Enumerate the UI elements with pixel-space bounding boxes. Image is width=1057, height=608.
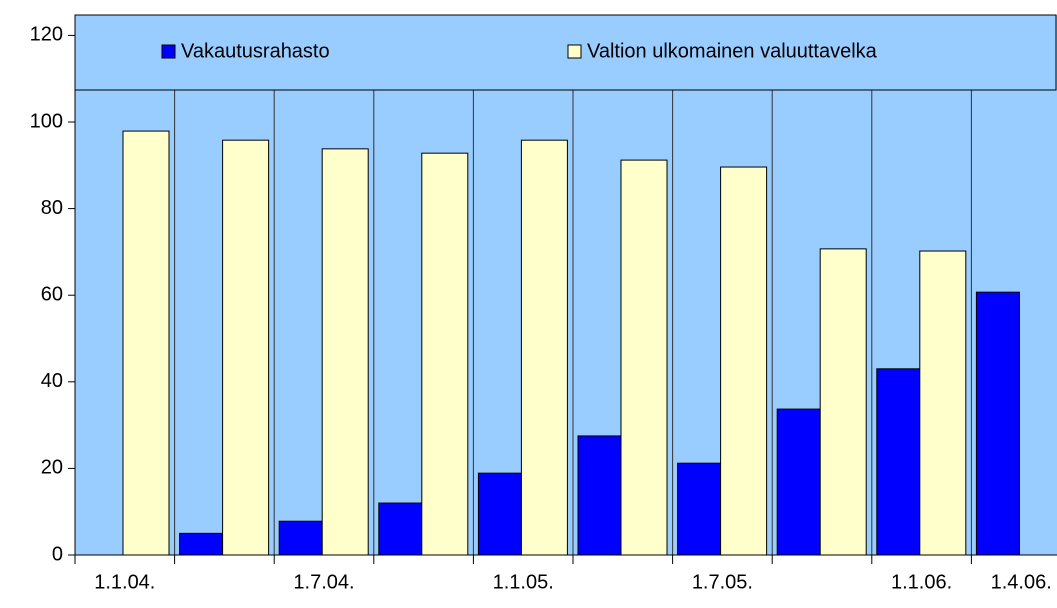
y-tick-label: 120	[30, 24, 63, 46]
legend-label: Valtion ulkomainen valuuttavelka	[587, 40, 878, 62]
bar	[620, 159, 668, 556]
x-tick-label: 1.1.05.	[493, 571, 554, 593]
bar	[122, 130, 170, 556]
bar	[378, 502, 423, 556]
legend-marker	[161, 44, 176, 59]
bar	[421, 152, 469, 556]
y-tick-label: 60	[41, 283, 63, 305]
bar	[919, 250, 967, 556]
bar	[477, 472, 522, 556]
x-tick-label: 1.1.04.	[94, 571, 155, 593]
bar	[321, 148, 369, 556]
y-tick-label: 40	[41, 370, 63, 392]
x-tick-label: 1.7.04.	[293, 571, 354, 593]
legend-marker	[567, 44, 582, 59]
bar	[677, 462, 722, 556]
y-tick-label: 80	[41, 197, 63, 219]
legend	[74, 14, 1057, 91]
bar	[819, 248, 867, 556]
x-tick-label: 1.4.06.	[991, 571, 1052, 593]
legend-label: Vakautusrahasto	[181, 40, 330, 62]
y-tick-label: 0	[52, 543, 63, 565]
bar	[577, 435, 622, 556]
bar	[520, 139, 568, 556]
bar	[179, 532, 224, 556]
bar	[776, 408, 821, 556]
bar	[278, 520, 323, 556]
x-tick-label: 1.1.06.	[891, 571, 952, 593]
chart-body: 0 20 40 60 80 100 120 1.1.04. 1.7.04. 1.1.05. 1.7.…	[30, 14, 1057, 593]
bar	[222, 139, 270, 556]
y-tick-label: 20	[41, 457, 63, 479]
x-tick-label: 1.7.05.	[692, 571, 753, 593]
bar	[720, 166, 768, 556]
bar	[975, 291, 1020, 556]
y-tick-label: 100	[30, 110, 63, 132]
bar	[876, 368, 921, 556]
